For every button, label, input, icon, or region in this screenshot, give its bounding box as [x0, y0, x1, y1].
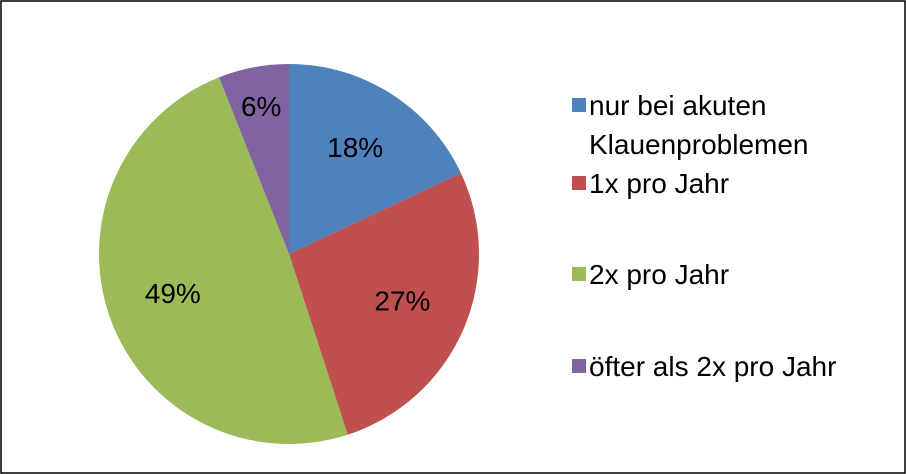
legend-item: nur bei akuten Klauenproblemen — [572, 86, 902, 164]
legend-swatch — [572, 359, 586, 373]
data-label: 49% — [145, 278, 201, 309]
pie-slice — [289, 173, 479, 435]
legend-swatch — [572, 267, 586, 281]
data-label: 18% — [327, 132, 383, 163]
pie-slice — [98, 77, 348, 445]
legend-label: öfter als 2x pro Jahr — [589, 351, 837, 382]
pie-slice — [219, 64, 289, 254]
legend-label: 1x pro Jahr — [589, 168, 730, 199]
pie-slice — [289, 64, 461, 254]
data-label: 27% — [374, 285, 430, 316]
legend-swatch — [572, 176, 586, 190]
legend-item: 2x pro Jahr — [572, 255, 902, 294]
legend-item: 1x pro Jahr — [572, 164, 902, 203]
legend-swatch — [572, 98, 586, 112]
legend-item: öfter als 2x pro Jahr — [572, 347, 902, 386]
data-label: 6% — [241, 91, 281, 122]
legend-label: nur bei akuten Klauenproblemen — [589, 90, 809, 160]
legend-label: 2x pro Jahr — [589, 259, 730, 290]
